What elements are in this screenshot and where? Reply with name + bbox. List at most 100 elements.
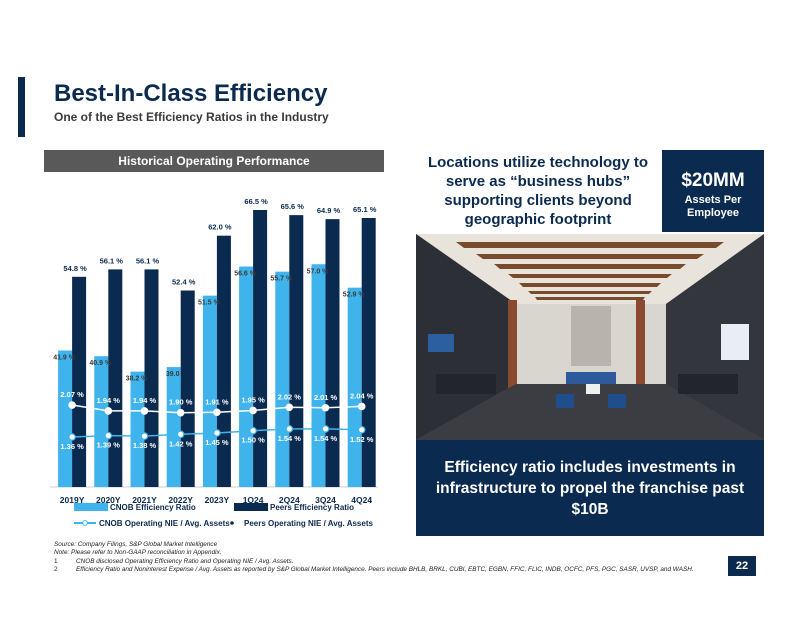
data-label-peers-nie-2020Y: 1.94 % xyxy=(97,396,121,405)
point-cnob-nie-2019Y xyxy=(68,433,76,441)
data-label-cnob-1Q24: 56.6 % xyxy=(234,271,257,278)
x-tick-label-2020Y: 2020Y xyxy=(96,495,121,505)
data-label-peers-nie-3Q24: 2.01 % xyxy=(314,393,338,402)
data-label-peers-nie-4Q24: 2.04 % xyxy=(350,391,374,400)
point-cnob-nie-1Q24 xyxy=(249,426,257,435)
x-tick-label-4Q24: 4Q24 xyxy=(351,495,372,505)
data-label-cnob-nie-2020Y: 1.39 % xyxy=(97,441,121,450)
bar-cnob-1Q24 xyxy=(239,266,254,487)
bar-cnob-2Q24 xyxy=(275,271,290,487)
data-label-peers-2023Y: 62.0 % xyxy=(208,223,232,232)
data-label-peers-nie-2023Y: 1.91 % xyxy=(205,397,229,406)
point-cnob-nie-2021Y xyxy=(140,432,149,440)
page-subtitle: One of the Best Efficiency Ratios in the… xyxy=(54,110,329,124)
page-title: Best-In-Class Efficiency xyxy=(54,80,328,107)
point-cnob-nie-4Q24 xyxy=(357,425,366,434)
bar-cnob-3Q24 xyxy=(311,264,326,487)
data-label-peers-2019Y: 54.8 % xyxy=(63,264,87,273)
data-label-cnob-2Q24: 55.7 % xyxy=(270,276,293,283)
point-cnob-nie-2Q24 xyxy=(285,425,294,433)
bar-cnob-2019Y xyxy=(58,350,73,487)
bar-peers-2023Y xyxy=(216,235,231,487)
legend-marker-peers-nie xyxy=(230,521,234,525)
data-label-peers-nie-2021Y: 1.94 % xyxy=(133,396,157,405)
assets-per-employee-label: Assets Per Employee xyxy=(684,194,742,219)
data-label-peers-1Q24: 66.5 % xyxy=(244,197,268,206)
efficiency-note-box: Efficiency ratio includes investments in… xyxy=(416,440,764,536)
data-label-cnob-nie-1Q24: 1.50 % xyxy=(241,436,265,445)
locations-headline: Locations utilize technology to serve as… xyxy=(416,150,660,232)
footnote-1-text: CNOB disclosed Operating Efficiency Rati… xyxy=(76,557,294,565)
point-peers-nie-2021Y xyxy=(140,407,149,415)
data-label-peers-nie-2019Y: 2.07 % xyxy=(60,390,84,399)
x-tick-label-2Q24: 2Q24 xyxy=(279,495,300,505)
footnote-2-number: 2 xyxy=(54,566,58,574)
assets-per-employee-value: $20MM xyxy=(681,170,745,191)
data-label-peers-3Q24: 64.9 % xyxy=(317,206,341,215)
legend-label-cnob-efficiency: CNOB Efficiency Ratio xyxy=(110,503,196,512)
legend-label-cnob-nie: CNOB Operating NIE / Avg. Assets xyxy=(99,519,230,528)
data-label-cnob-2019Y: 41.9 % xyxy=(53,354,76,361)
bar-cnob-4Q24 xyxy=(347,287,362,487)
data-label-cnob-2023Y: 51.5 % xyxy=(198,300,221,307)
point-cnob-nie-3Q24 xyxy=(321,425,330,433)
footnote-2-text: Efficiency Ratio and Noninterest Expense… xyxy=(76,566,694,574)
bar-cnob-2020Y xyxy=(94,356,109,487)
office-photo xyxy=(416,234,764,440)
legend-label-peers-nie: Peers Operating NIE / Avg. Assets xyxy=(244,519,373,528)
footnote-1: 1 CNOB disclosed Operating Efficiency Rat… xyxy=(54,558,744,566)
legend-swatch-peers-efficiency xyxy=(234,503,268,511)
data-label-cnob-nie-2022Y: 1.42 % xyxy=(169,439,193,448)
point-peers-nie-2019Y xyxy=(68,401,76,409)
point-peers-nie-1Q24 xyxy=(249,406,257,415)
data-label-peers-2Q24: 65.6 % xyxy=(281,202,305,211)
data-label-peers-4Q24: 65.1 % xyxy=(353,205,377,214)
x-tick-label-2021Y: 2021Y xyxy=(132,495,157,505)
point-cnob-nie-2022Y xyxy=(176,430,185,439)
data-label-cnob-2021Y: 38.2 % xyxy=(126,376,149,383)
legend-marker-cnob-nie xyxy=(82,520,88,526)
data-label-cnob-nie-2021Y: 1.38 % xyxy=(133,441,157,450)
bar-peers-2022Y xyxy=(180,290,195,487)
x-tick-label-3Q24: 3Q24 xyxy=(315,495,336,505)
legend-swatch-cnob-efficiency xyxy=(74,503,108,511)
x-tick-label-2019Y: 2019Y xyxy=(60,495,85,505)
bar-cnob-2023Y xyxy=(202,295,217,487)
footnotes: Source: Company Filings, S&P Global Mark… xyxy=(54,541,744,575)
bar-peers-3Q24 xyxy=(325,219,340,487)
x-tick-label-2022Y: 2022Y xyxy=(168,495,193,505)
data-label-peers-2022Y: 52.4 % xyxy=(172,278,196,287)
data-label-peers-2020Y: 56.1 % xyxy=(100,256,124,265)
bar-peers-1Q24 xyxy=(253,209,268,487)
data-label-cnob-2022Y: 39.0 xyxy=(166,371,180,378)
data-label-cnob-4Q24: 52.9 % xyxy=(343,292,366,299)
chart-header: Historical Operating Performance xyxy=(44,150,384,172)
assets-per-employee-box: $20MM Assets Per Employee xyxy=(662,150,764,232)
bar-peers-4Q24 xyxy=(361,217,376,487)
bar-cnob-2021Y xyxy=(130,371,145,487)
footnote-source: Source: Company Filings, S&P Global Mark… xyxy=(54,541,218,548)
data-label-cnob-nie-2019Y: 1.36 % xyxy=(60,442,84,451)
point-cnob-nie-2023Y xyxy=(213,429,221,437)
bar-peers-2021Y xyxy=(144,269,159,487)
data-label-cnob-nie-2023Y: 1.45 % xyxy=(205,438,229,447)
efficiency-chart-svg: 41.9 % 54.8 % 2019Y 40.9 % 56.1 % 2020Y 38.2 %… xyxy=(50,197,378,528)
data-label-cnob-2020Y: 40.9 % xyxy=(89,360,112,367)
data-label-cnob-nie-4Q24: 1.52 % xyxy=(350,435,374,444)
data-label-cnob-nie-3Q24: 1.54 % xyxy=(314,434,338,443)
efficiency-chart: 41.9 % 54.8 % 2019Y 40.9 % 56.1 % 2020Y 38.2 %… xyxy=(44,172,384,536)
point-peers-nie-2Q24 xyxy=(285,403,294,412)
point-peers-nie-2023Y xyxy=(213,408,221,417)
bar-peers-2019Y xyxy=(72,276,87,487)
footnote-1-number: 1 xyxy=(54,557,58,565)
footnote-2: 2 Efficiency Ratio and Noninterest Expens… xyxy=(54,566,744,574)
point-peers-nie-2022Y xyxy=(176,408,185,417)
data-label-peers-nie-2Q24: 2.02 % xyxy=(278,392,302,401)
bar-cnob-2022Y xyxy=(166,367,181,487)
footnote-note: Note: Please refer to Non-GAAP reconcili… xyxy=(54,549,222,557)
title-accent-bar xyxy=(18,77,25,137)
data-label-peers-nie-2022Y: 1.90 % xyxy=(169,398,193,407)
point-peers-nie-4Q24 xyxy=(357,402,366,411)
page-number: 22 xyxy=(728,556,756,576)
legend-label-peers-efficiency: Peers Efficiency Ratio xyxy=(270,503,354,512)
